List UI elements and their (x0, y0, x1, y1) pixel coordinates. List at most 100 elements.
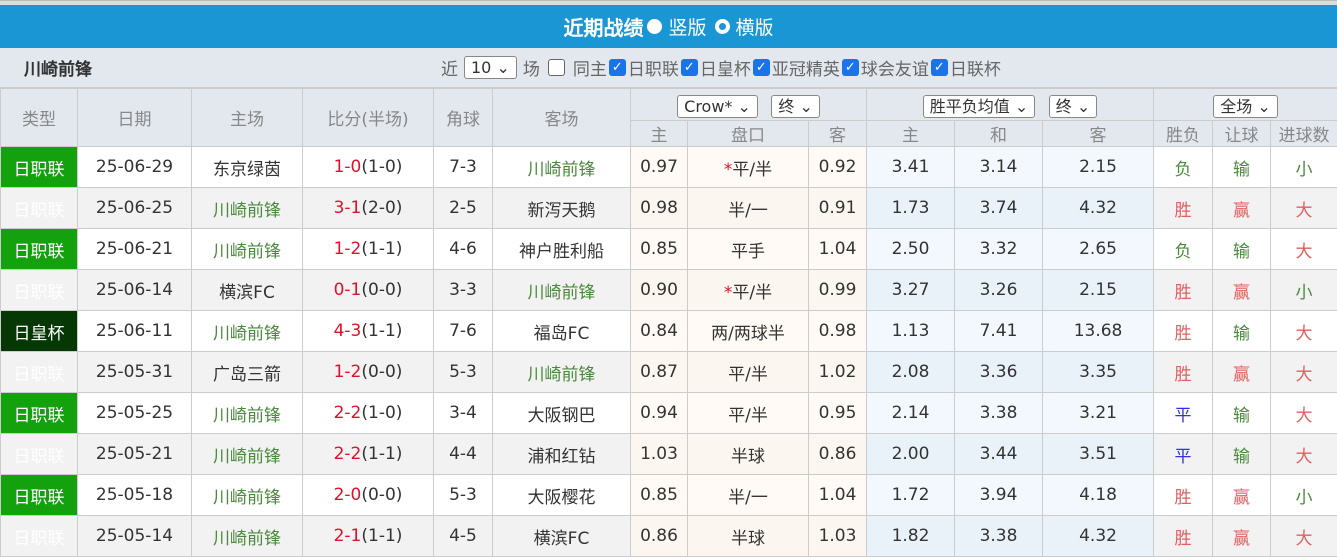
ah-line: *平/半 (688, 270, 809, 311)
label-horizontal[interactable]: 横版 (736, 13, 774, 40)
goals-result: 小 (1271, 147, 1337, 188)
match-date: 25-06-29 (78, 147, 192, 188)
home-team[interactable]: 川崎前锋 (192, 311, 303, 352)
table-row[interactable]: 日职联 25-05-21 川崎前锋 2-2(1-1) 4-4 浦和红钻 1.03… (1, 434, 1337, 475)
match-type[interactable]: 日职联 (1, 147, 78, 188)
away-team[interactable]: 大阪钢巴 (493, 393, 631, 434)
match-type[interactable]: 日职联 (1, 229, 78, 270)
match-type[interactable]: 日皇杯 (1, 311, 78, 352)
home-team[interactable]: 川崎前锋 (192, 229, 303, 270)
home-team[interactable]: 东京绿茵 (192, 147, 303, 188)
away-team[interactable]: 福岛FC (493, 311, 631, 352)
same-home-checkbox[interactable] (548, 59, 565, 76)
corners: 4-4 (434, 434, 493, 475)
score: 2-1(1-1) (303, 516, 434, 557)
handicap-result: 输 (1213, 434, 1271, 475)
ah-away-odds: 1.04 (809, 475, 867, 516)
table-row[interactable]: 日职联 25-06-14 横滨FC 0-1(0-0) 3-3 川崎前锋 0.90… (1, 270, 1337, 311)
eu-draw-odds: 3.14 (955, 147, 1043, 188)
home-team[interactable]: 广岛三箭 (192, 352, 303, 393)
eu-away-odds: 2.15 (1043, 147, 1154, 188)
goals-result: 小 (1271, 270, 1337, 311)
odds-type-select[interactable]: 胜平负均值 ⌄ (923, 95, 1036, 118)
company-phase-select[interactable]: 终 ⌄ (771, 95, 820, 118)
match-type[interactable]: 日职联 (1, 352, 78, 393)
result: 胜 (1154, 270, 1213, 311)
eu-home-odds: 1.72 (867, 475, 955, 516)
ah-away-odds: 0.92 (809, 147, 867, 188)
near-label: 近 (441, 55, 458, 80)
handicap-result: 输 (1213, 393, 1271, 434)
away-team[interactable]: 神户胜利船 (493, 229, 631, 270)
away-team[interactable]: 浦和红钻 (493, 434, 631, 475)
match-type[interactable]: 日职联 (1, 393, 78, 434)
ah-line: 平/半 (688, 393, 809, 434)
result: 胜 (1154, 311, 1213, 352)
home-team[interactable]: 川崎前锋 (192, 434, 303, 475)
match-date: 25-05-18 (78, 475, 192, 516)
away-team[interactable]: 新泻天鹅 (493, 188, 631, 229)
eu-draw-odds: 3.38 (955, 393, 1043, 434)
home-team[interactable]: 川崎前锋 (192, 393, 303, 434)
table-row[interactable]: 日职联 25-05-31 广岛三箭 1-2(0-0) 5-3 川崎前锋 0.87… (1, 352, 1337, 393)
league-checkbox[interactable]: ✓ (753, 59, 770, 76)
radio-horizontal[interactable] (715, 19, 730, 34)
home-team[interactable]: 川崎前锋 (192, 516, 303, 557)
league-checkbox[interactable]: ✓ (609, 59, 626, 76)
match-type[interactable]: 日职联 (1, 516, 78, 557)
corners: 4-5 (434, 516, 493, 557)
home-team[interactable]: 横滨FC (192, 270, 303, 311)
handicap-result: 赢 (1213, 516, 1271, 557)
handicap-result: 赢 (1213, 475, 1271, 516)
eu-home-odds: 3.41 (867, 147, 955, 188)
league-checkbox[interactable]: ✓ (842, 59, 859, 76)
handicap-result: 赢 (1213, 352, 1271, 393)
match-type[interactable]: 日职联 (1, 270, 78, 311)
away-team[interactable]: 大阪樱花 (493, 475, 631, 516)
label-vertical[interactable]: 竖版 (668, 13, 706, 40)
score: 0-1(0-0) (303, 270, 434, 311)
eu-draw-odds: 3.38 (955, 516, 1043, 557)
goals-result: 大 (1271, 188, 1337, 229)
radio-vertical[interactable] (647, 19, 662, 34)
table-row[interactable]: 日职联 25-06-29 东京绿茵 1-0(1-0) 7-3 川崎前锋 0.97… (1, 147, 1337, 188)
league-label: 球会友谊 (861, 55, 929, 80)
result: 负 (1154, 229, 1213, 270)
corners: 4-6 (434, 229, 493, 270)
league-checkbox[interactable]: ✓ (931, 59, 948, 76)
table-row[interactable]: 日职联 25-06-25 川崎前锋 3-1(2-0) 2-5 新泻天鹅 0.98… (1, 188, 1337, 229)
results-table: 类型 日期 主场 比分(半场) 角球 客场 Crow* ⌄ 终 ⌄ 胜平负均值 … (0, 88, 1337, 557)
corners: 5-3 (434, 475, 493, 516)
goals-result: 大 (1271, 229, 1337, 270)
company-select[interactable]: Crow* ⌄ (677, 95, 758, 118)
eu-home-odds: 1.73 (867, 188, 955, 229)
table-row[interactable]: 日皇杯 25-06-11 川崎前锋 4-3(1-1) 7-6 福岛FC 0.84… (1, 311, 1337, 352)
table-row[interactable]: 日职联 25-06-21 川崎前锋 1-2(1-1) 4-6 神户胜利船 0.8… (1, 229, 1337, 270)
odds-phase-select[interactable]: 终 ⌄ (1049, 95, 1098, 118)
match-type[interactable]: 日职联 (1, 434, 78, 475)
league-checkbox[interactable]: ✓ (681, 59, 698, 76)
match-date: 25-05-31 (78, 352, 192, 393)
eu-draw-odds: 3.26 (955, 270, 1043, 311)
scope-select[interactable]: 全场 ⌄ (1213, 95, 1278, 118)
away-team[interactable]: 川崎前锋 (493, 352, 631, 393)
away-team[interactable]: 横滨FC (493, 516, 631, 557)
away-team[interactable]: 川崎前锋 (493, 147, 631, 188)
table-row[interactable]: 日职联 25-05-14 川崎前锋 2-1(1-1) 4-5 横滨FC 0.86… (1, 516, 1337, 557)
result: 胜 (1154, 188, 1213, 229)
home-team[interactable]: 川崎前锋 (192, 475, 303, 516)
score: 2-2(1-1) (303, 434, 434, 475)
eu-home-odds: 2.00 (867, 434, 955, 475)
ah-line: 半/一 (688, 188, 809, 229)
home-team[interactable]: 川崎前锋 (192, 188, 303, 229)
away-team[interactable]: 川崎前锋 (493, 270, 631, 311)
ah-line: 平手 (688, 229, 809, 270)
ah-home-odds: 0.94 (631, 393, 688, 434)
match-type[interactable]: 日职联 (1, 475, 78, 516)
table-row[interactable]: 日职联 25-05-18 川崎前锋 2-0(0-0) 5-3 大阪樱花 0.85… (1, 475, 1337, 516)
col-corner: 角球 (434, 89, 493, 147)
ah-away-odds: 1.04 (809, 229, 867, 270)
match-count-select[interactable]: 10 ⌄ (464, 56, 517, 79)
table-row[interactable]: 日职联 25-05-25 川崎前锋 2-2(1-0) 3-4 大阪钢巴 0.94… (1, 393, 1337, 434)
match-type[interactable]: 日职联 (1, 188, 78, 229)
